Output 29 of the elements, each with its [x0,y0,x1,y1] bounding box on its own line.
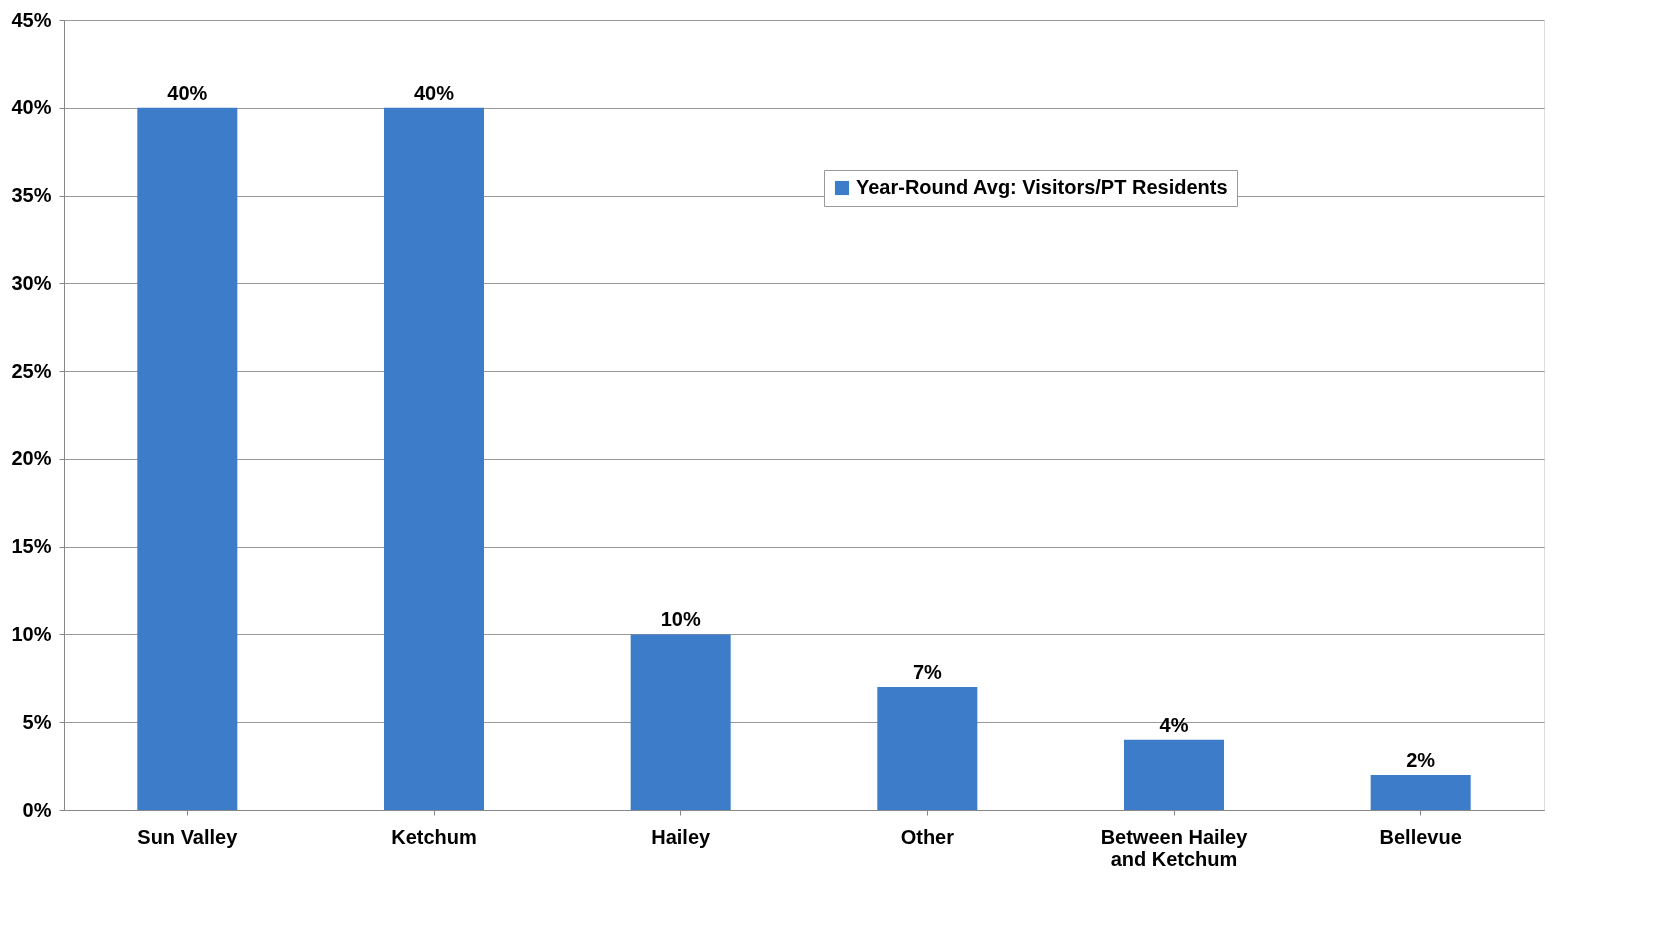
data-label: 2% [1406,748,1436,771]
y-tick-label: 25% [11,359,52,382]
y-tick-label: 35% [11,184,52,207]
y-tick-label: 10% [11,622,52,645]
bar [630,634,731,810]
bar [1124,739,1224,810]
x-tick-label: Other [900,825,955,848]
data-label: 4% [1159,713,1189,736]
data-label: 10% [660,608,701,631]
bar [1370,774,1471,810]
x-tick-label: Ketchum [391,825,477,848]
data-label: 7% [912,661,942,684]
y-tick-label: 0% [22,798,52,821]
legend-label: Year-Round Avg: Visitors/PT Residents [856,176,1228,198]
x-tick-label: Between Hailey and Ketchum [1100,825,1249,870]
y-tick-label: 30% [11,271,52,294]
data-label: 40% [167,81,208,104]
y-tick-label: 45% [11,8,52,31]
y-tick-label: 5% [22,710,52,733]
x-tick-label: Sun Valley [137,825,239,848]
y-tick-label: 40% [11,96,52,119]
bar [384,107,484,810]
y-tick-label: 15% [11,535,52,558]
bar [137,107,238,810]
data-label: 40% [413,81,455,104]
x-tick-label: Hailey [651,825,711,848]
x-tick-label: Bellevue [1379,825,1462,848]
y-tick-label: 20% [11,447,52,470]
bar [877,687,978,810]
